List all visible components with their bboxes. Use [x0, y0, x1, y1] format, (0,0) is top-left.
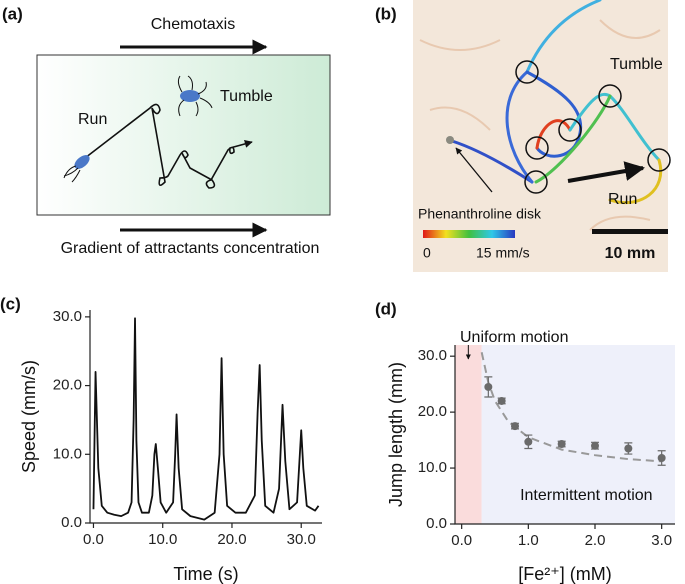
run-label: Run	[608, 191, 637, 208]
colorbar-min: 0	[423, 245, 431, 261]
annotation: Uniform motion	[460, 329, 568, 346]
y-axis-title: Speed (mm/s)	[19, 360, 39, 473]
texture	[419, 19, 661, 231]
panel-label: (d)	[375, 299, 397, 318]
scale-label: 10 mm	[605, 245, 656, 262]
y-axis-title: Jump length (mm)	[386, 362, 406, 507]
point	[624, 444, 633, 453]
y-tick-label: 0.0	[61, 514, 82, 531]
pointer	[455, 147, 493, 193]
flagella	[177, 75, 213, 117]
tumble-label: Tumble	[610, 56, 663, 73]
point	[591, 441, 599, 450]
scale-bar	[592, 229, 668, 234]
panel-label: (a)	[2, 4, 23, 23]
x-tick-label: 1.0	[518, 532, 539, 549]
x-tick-label: 30.0	[287, 531, 316, 548]
bacterium	[74, 155, 90, 169]
x-tick-label: 0.0	[83, 531, 104, 548]
x-axis-title: Time (s)	[173, 564, 238, 584]
x-tick-label: 0.0	[451, 532, 472, 549]
disk	[446, 136, 454, 144]
track	[450, 0, 663, 205]
panel-b: (b) Tumble Run Phenanthroline disk 0 15 …	[375, 0, 671, 272]
point	[484, 382, 493, 391]
x-tick-label: 2.0	[585, 532, 606, 549]
x-tick-label: 10.0	[148, 531, 177, 548]
point	[557, 440, 566, 449]
y-tick-label: 30.0	[418, 347, 447, 364]
flagella	[63, 165, 81, 183]
x-tick-label: 20.0	[217, 531, 246, 548]
panel-label: (b)	[375, 4, 397, 23]
trajectory	[84, 103, 253, 189]
colorbar	[423, 230, 515, 238]
run-arrow	[567, 161, 645, 183]
panel-label: (c)	[0, 294, 21, 313]
x-axis-title: [Fe²⁺] (mM)	[518, 564, 611, 584]
axes	[89, 310, 322, 524]
box	[36, 54, 331, 216]
point	[657, 453, 666, 462]
panel-a: (a) Chemotaxis Run Tumble Gradient of at…	[2, 4, 331, 257]
y-tick-label: 20.0	[418, 403, 447, 420]
charts: (c) 0.0 10.0 20.0 30.0 0.0 10.0 20.0 30.0 Time (s…	[0, 294, 675, 584]
annotation: Intermittent motion	[520, 487, 653, 504]
region	[455, 345, 482, 524]
tumble-label: Tumble	[220, 88, 273, 105]
arrow-label: Chemotaxis	[151, 16, 235, 33]
run-label: Run	[78, 111, 107, 128]
y-tick-label: 10.0	[53, 445, 82, 462]
y-tick-label: 30.0	[53, 308, 82, 325]
y-tick-label: 20.0	[53, 377, 82, 394]
point	[497, 396, 506, 405]
disk-label: Phenanthroline disk	[418, 206, 542, 222]
bacterium	[180, 90, 200, 102]
point	[524, 437, 533, 446]
speed-line	[92, 317, 320, 521]
region	[481, 345, 675, 524]
arrow-label: Gradient of attractants concentration	[61, 240, 320, 257]
axes	[454, 345, 675, 525]
y-tick-label: 10.0	[418, 459, 447, 476]
x-tick-label: 3.0	[651, 532, 672, 549]
tumble-circles	[515, 60, 671, 194]
point	[511, 422, 519, 431]
colorbar-max: 15 mm/s	[476, 245, 530, 261]
y-tick-label: 0.0	[426, 515, 447, 532]
